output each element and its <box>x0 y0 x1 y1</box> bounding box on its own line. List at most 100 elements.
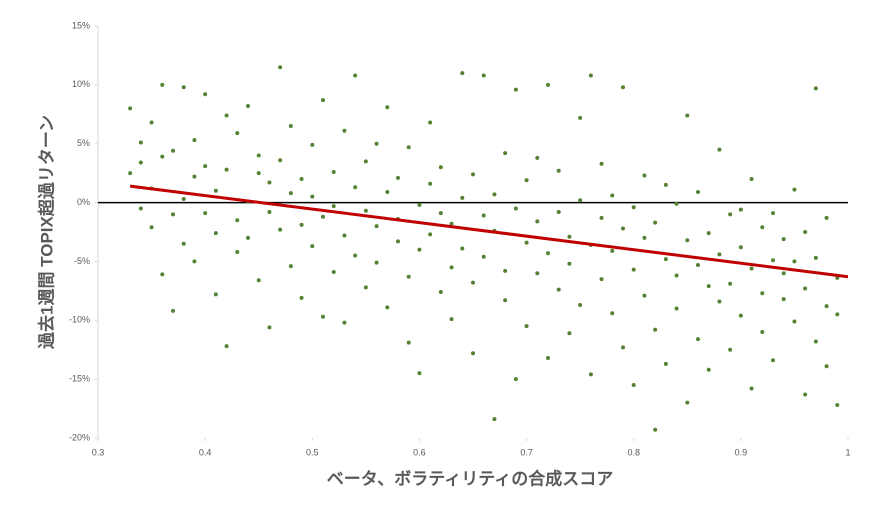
y-tick-label: 5% <box>77 138 90 148</box>
point <box>171 308 175 313</box>
point <box>385 105 390 110</box>
point <box>781 237 786 242</box>
point <box>171 148 175 153</box>
point <box>803 230 808 234</box>
point <box>160 272 165 277</box>
x-tick-label: 0.3 <box>92 447 105 457</box>
point <box>503 298 508 303</box>
point <box>203 164 208 169</box>
point <box>696 189 700 194</box>
point <box>128 106 133 111</box>
point <box>588 372 593 377</box>
point <box>631 383 636 388</box>
point <box>363 159 368 164</box>
point <box>760 330 765 335</box>
point <box>631 205 636 210</box>
point <box>546 251 550 256</box>
point <box>824 215 829 220</box>
point <box>374 141 379 146</box>
point <box>685 238 690 243</box>
point <box>471 351 475 356</box>
point <box>342 233 347 238</box>
trend-line <box>129 184 849 279</box>
point <box>771 211 775 216</box>
point <box>621 85 625 90</box>
point <box>813 86 818 91</box>
point <box>663 257 668 262</box>
point <box>781 297 786 302</box>
point <box>406 340 411 345</box>
point <box>556 287 561 292</box>
point <box>813 255 818 260</box>
point <box>460 195 465 200</box>
point <box>781 271 786 276</box>
point <box>792 259 797 264</box>
point <box>256 278 261 283</box>
point <box>567 261 572 266</box>
point <box>749 266 754 271</box>
point <box>803 392 808 397</box>
point <box>503 151 508 156</box>
point <box>428 232 433 237</box>
point <box>481 213 486 218</box>
point <box>385 305 390 310</box>
point <box>738 207 743 212</box>
x-tick-label: 0.6 <box>413 447 426 457</box>
point <box>567 331 572 336</box>
point <box>771 258 775 263</box>
point <box>492 192 497 197</box>
point <box>428 181 433 186</box>
point <box>481 254 486 259</box>
point <box>385 189 390 194</box>
point <box>321 314 325 319</box>
point <box>149 120 154 125</box>
x-tick-label: 0.8 <box>627 447 640 457</box>
point <box>642 173 647 178</box>
point <box>128 171 133 176</box>
point <box>610 311 615 316</box>
point <box>835 312 840 317</box>
point <box>706 231 711 236</box>
point <box>363 285 368 290</box>
point <box>524 178 529 183</box>
point <box>513 87 518 92</box>
point <box>342 128 347 133</box>
point <box>803 286 808 291</box>
x-axis-title: ベータ、ボラティリティの合成スコア <box>327 468 613 488</box>
point <box>642 235 647 240</box>
point <box>813 339 818 344</box>
point <box>417 371 422 376</box>
point <box>256 153 261 158</box>
point <box>213 188 218 193</box>
point <box>471 280 475 285</box>
point <box>492 417 497 422</box>
x-tick-label: 1 <box>845 447 850 457</box>
point <box>535 271 540 276</box>
point <box>578 115 583 120</box>
point <box>181 85 186 90</box>
point <box>760 291 765 296</box>
point <box>653 220 658 225</box>
point <box>224 113 229 118</box>
point <box>588 73 593 78</box>
point <box>213 292 218 297</box>
point <box>160 82 165 87</box>
point <box>192 174 197 179</box>
point <box>267 325 272 330</box>
point <box>738 313 743 318</box>
point <box>535 219 540 224</box>
point <box>438 290 443 295</box>
point <box>449 317 454 322</box>
point <box>578 198 583 203</box>
point <box>321 98 325 103</box>
point <box>192 259 197 264</box>
point <box>256 171 261 176</box>
y-tick-label: 15% <box>72 20 90 30</box>
point <box>546 355 550 360</box>
point <box>599 215 604 220</box>
point <box>663 182 668 187</box>
point <box>685 113 690 118</box>
point <box>353 185 358 190</box>
y-tick-label: 10% <box>72 79 90 89</box>
point <box>674 273 679 278</box>
